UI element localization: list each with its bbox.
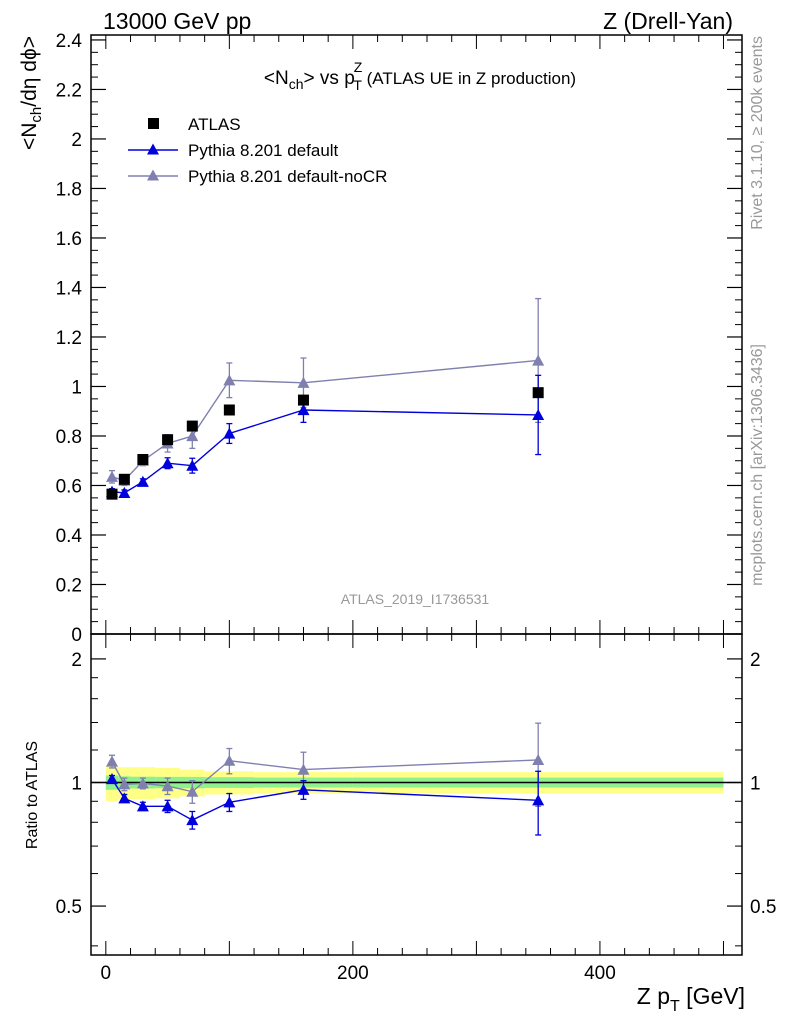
legend-marker-pythia-nocr (147, 169, 159, 181)
top-y-tick-label: 2.2 (56, 80, 82, 101)
ratio-point-series1 (297, 763, 310, 775)
top-y-tick-label: 2.4 (56, 31, 83, 52)
top-point-series1 (136, 475, 149, 487)
top-y-tick-label: 0.6 (56, 476, 82, 497)
top-y-tick-label: 0 (71, 625, 82, 646)
top-y-tick-label: 1.6 (56, 229, 82, 250)
ratio-point-series1 (223, 754, 236, 766)
rivet-version-label: Rivet 3.1.10, ≥ 200k events (749, 36, 766, 230)
top-point-atlas (106, 488, 118, 500)
top-point-atlas (532, 387, 544, 399)
ratio-point-series0 (297, 783, 310, 795)
ratio-y-tick-label-right: 1 (750, 773, 761, 794)
top-point-atlas (223, 404, 235, 416)
top-point-series2 (223, 374, 236, 386)
top-series-line-1 (111, 409, 539, 494)
ratio-point-series0 (186, 814, 199, 826)
top-point-series1 (223, 427, 236, 439)
ratio-point-series1 (161, 780, 174, 792)
top-y-tick-label: 1.2 (56, 328, 82, 349)
ratio-y-tick-label: 1 (71, 773, 82, 794)
ratio-y-tick-label-right: 2 (750, 650, 761, 671)
x-tick-label: 400 (584, 963, 616, 984)
mcplots-reference-label: mcplots.cern.ch [arXiv:1306.3436] (749, 344, 766, 586)
ratio-point-series0 (532, 794, 545, 806)
ratio-y-axis-label: Ratio to ATLAS (24, 741, 41, 849)
ratio-plot-axes: 0.5 0.5 1 1 2 2 0 200 400 (56, 634, 776, 984)
top-y-tick-label: 0.8 (56, 427, 82, 448)
top-point-series1 (297, 403, 310, 416)
top-point-atlas (297, 394, 309, 406)
ratio-point-series0 (106, 772, 118, 785)
ratio-y-tick-label-right: 0.5 (750, 897, 776, 918)
top-point-series2 (297, 376, 310, 388)
x-tick-label: 0 (101, 963, 112, 984)
ratio-point-series0 (161, 800, 174, 812)
top-point-atlas (118, 473, 130, 485)
legend-label-atlas: ATLAS (188, 115, 241, 134)
ratio-point-series1 (532, 753, 545, 766)
top-point-series2 (106, 470, 118, 482)
top-point-atlas (137, 453, 149, 465)
x-axis-label: Z pT [GeV] (637, 983, 745, 1015)
legend-marker-atlas (148, 118, 159, 129)
ratio-point-series1 (136, 777, 149, 789)
top-point-series2 (186, 429, 199, 442)
top-y-tick-label: 0.4 (56, 526, 83, 547)
ratio-point-series1 (118, 778, 131, 790)
ratio-y-tick-label: 2 (71, 650, 82, 671)
top-series-line-2 (111, 359, 539, 482)
ratio-point-series0 (223, 796, 236, 808)
top-point-atlas (186, 420, 198, 432)
ratio-plot-marks (106, 722, 545, 836)
legend-label-pythia-nocr: Pythia 8.201 default-noCR (188, 167, 387, 186)
ratio-point-series1 (186, 785, 199, 797)
top-plot-marks (106, 297, 545, 500)
legend-label-pythia-default: Pythia 8.201 default (188, 141, 339, 160)
x-tick-label: 200 (337, 963, 369, 984)
ratio-y-tick-label: 0.5 (56, 897, 82, 918)
top-y-tick-label: 2 (71, 130, 82, 151)
top-point-atlas (162, 434, 174, 446)
ratio-point-series1 (106, 755, 118, 767)
ratio-point-series0 (118, 792, 131, 804)
top-point-series1 (161, 457, 174, 469)
top-y-axis-label: <Nch/dη dϕ> (18, 36, 45, 150)
plot-title: <Nch> vs pZ T (ATLAS UE in Z production) (264, 59, 576, 93)
top-point-series1 (118, 486, 131, 499)
top-y-tick-label: 1 (71, 377, 82, 398)
top-point-series2 (532, 354, 545, 366)
top-plot-axes: 0 0.2 0.4 0.6 0.8 1 1.2 1.4 1.6 1.8 2 2.2 2.4 (56, 31, 742, 646)
ratio-point-series0 (136, 800, 149, 812)
top-y-tick-label: 1.8 (56, 179, 82, 200)
top-point-series1 (532, 408, 545, 421)
top-y-tick-label: 1.4 (56, 278, 83, 299)
top-y-tick-label: 0.2 (56, 575, 82, 596)
beam-label: 13000 GeV pp (103, 8, 251, 34)
analysis-watermark: ATLAS_2019_I1736531 (341, 591, 490, 607)
ratio-plot-frame (90, 633, 743, 956)
top-point-series1 (186, 459, 199, 471)
ratio-uncertainty-bands (105, 765, 724, 802)
process-label: Z (Drell-Yan) (603, 8, 733, 34)
legend-marker-pythia-default (147, 143, 159, 155)
legend: ATLAS Pythia 8.201 default Pythia 8.201 … (128, 115, 387, 186)
